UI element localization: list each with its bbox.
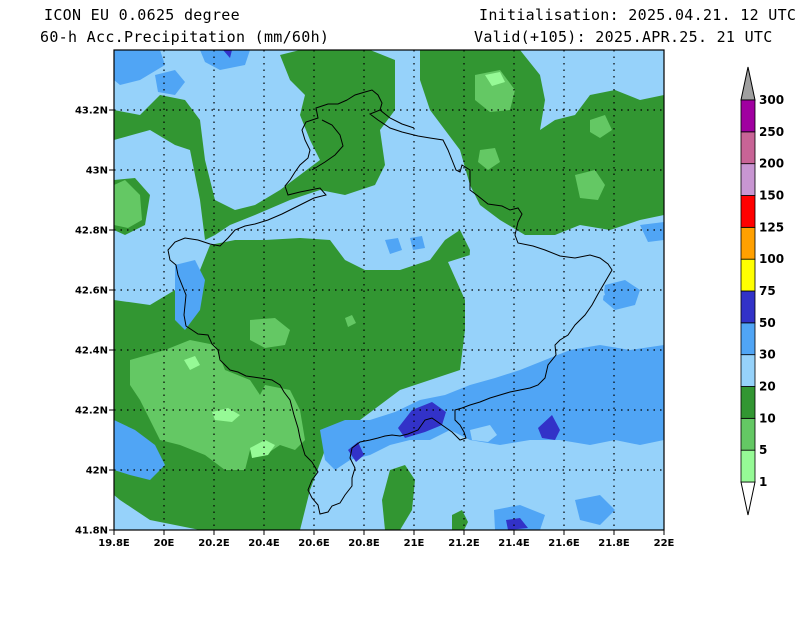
precip-region-light-green	[250, 440, 275, 458]
precip-region-dark-green	[382, 465, 415, 530]
colorbar-swatch	[740, 163, 756, 196]
precip-region-medium-blue	[155, 70, 185, 95]
x-tick-label: 21.4E	[498, 538, 530, 549]
precip-region-medium-blue	[114, 420, 165, 480]
precip-region-dark-blue	[348, 442, 364, 462]
region-border	[379, 109, 415, 129]
precip-region-medium-green	[130, 340, 305, 470]
init-time: Initialisation: 2025.04.21. 12 UTC	[479, 6, 797, 24]
x-tick-label: 20E	[154, 538, 175, 549]
colorbar-label: 75	[759, 284, 776, 298]
region-border	[167, 89, 613, 515]
x-tick-label: 21.8E	[598, 538, 630, 549]
colorbar-swatch	[740, 386, 756, 419]
x-tick-label: 21.2E	[448, 538, 480, 549]
colorbar-over-triangle	[740, 66, 756, 101]
colorbar: 1 5 10 20 30 50 75 100 125 150 200 250 300	[740, 66, 784, 516]
colorbar-swatch	[740, 322, 756, 356]
precip-region-dark-green	[628, 168, 664, 215]
y-tick-label: 43.2N	[75, 106, 108, 117]
x-tick-label: 21.6E	[548, 538, 580, 549]
colorbar-label: 200	[759, 157, 784, 171]
colorbar-swatch	[740, 258, 756, 292]
colorbar-label: 125	[759, 220, 784, 234]
precip-region-light-blue	[448, 250, 605, 355]
precip-region-light-green	[212, 408, 240, 422]
colorbar-swatch	[740, 195, 756, 228]
map-plot-area	[114, 50, 664, 530]
precip-region-medium-blue	[385, 238, 402, 254]
colorbar-swatch	[740, 449, 756, 483]
precip-region-medium-green	[575, 170, 605, 200]
colorbar-swatch	[740, 99, 756, 133]
precip-region-medium-green	[475, 70, 515, 112]
precip-region-dark-blue	[398, 402, 446, 438]
precip-region-medium-green	[478, 148, 500, 170]
x-tick-label: 21E	[404, 538, 425, 549]
precip-region-light-green	[184, 356, 200, 370]
precip-region-medium-blue	[200, 50, 250, 70]
axis-ticks: 19.8E 20E 20.2E 20.4E 20.6E 20.8E 21E 21.2E 21.4…	[75, 106, 675, 550]
y-tick-label: 42.4N	[75, 346, 108, 357]
lat-lon-grid	[114, 50, 664, 530]
x-tick-label: 20.6E	[298, 538, 330, 549]
valid-time: Valid(+105): 2025.APR.25. 21 UTC	[474, 28, 773, 46]
precip-region-dark-blue	[223, 50, 232, 58]
precip-region-medium-blue	[575, 495, 615, 525]
precip-region-medium-green	[250, 318, 290, 348]
x-tick-label: 19.8E	[98, 538, 130, 549]
colorbar-swatch	[740, 354, 756, 387]
precip-region-medium-green	[345, 315, 356, 327]
y-tick-label: 43N	[86, 166, 108, 177]
colorbar-label: 10	[759, 411, 776, 425]
region-border	[311, 119, 344, 171]
colorbar-label: 30	[759, 348, 776, 362]
precip-region-medium-blue	[114, 50, 165, 85]
model-title: ICON EU 0.0625 degree	[44, 6, 240, 24]
x-tick-label: 20.2E	[198, 538, 230, 549]
colorbar-label: 100	[759, 252, 784, 266]
colorbar-label: 1	[759, 475, 767, 489]
precip-region-medium-blue	[603, 280, 640, 310]
colorbar-label: 5	[759, 443, 767, 457]
colorbar-swatch	[740, 290, 756, 324]
precip-region-dark-green	[114, 230, 470, 530]
colorbar-swatch	[740, 226, 756, 260]
y-tick-label: 42.8N	[75, 226, 108, 237]
variable-title: 60-h Acc.Precipitation (mm/60h)	[40, 28, 330, 46]
x-tick-label: 20.8E	[348, 538, 380, 549]
precip-region-medium-blue	[640, 222, 664, 242]
y-tick-label: 42.6N	[75, 286, 108, 297]
colorbar-label: 300	[759, 93, 784, 107]
precip-region-medium-blue	[175, 260, 205, 330]
colorbar-label: 20	[759, 380, 776, 394]
colorbar-under-triangle	[740, 481, 756, 516]
precip-region-dark-green	[114, 50, 395, 240]
x-tick-label: 22E	[654, 538, 675, 549]
precip-region-dark-blue	[506, 518, 528, 530]
precip-region-medium-green	[590, 115, 612, 138]
precip-region-dark-blue	[538, 415, 560, 440]
colorbar-swatch	[740, 417, 756, 451]
y-tick-label: 41.8N	[75, 526, 108, 537]
x-tick-label: 20.4E	[248, 538, 280, 549]
colorbar-label: 150	[759, 189, 784, 203]
precip-region-light-green	[485, 72, 505, 86]
y-tick-label: 42.2N	[75, 406, 108, 417]
colorbar-label: 250	[759, 125, 784, 139]
precip-region-light-blue	[470, 425, 497, 442]
colorbar-swatch	[740, 131, 756, 165]
colorbar-label: 50	[759, 316, 776, 330]
y-tick-label: 42N	[86, 466, 108, 477]
precip-region-medium-green	[114, 180, 142, 228]
precip-region-medium-blue	[320, 345, 664, 470]
